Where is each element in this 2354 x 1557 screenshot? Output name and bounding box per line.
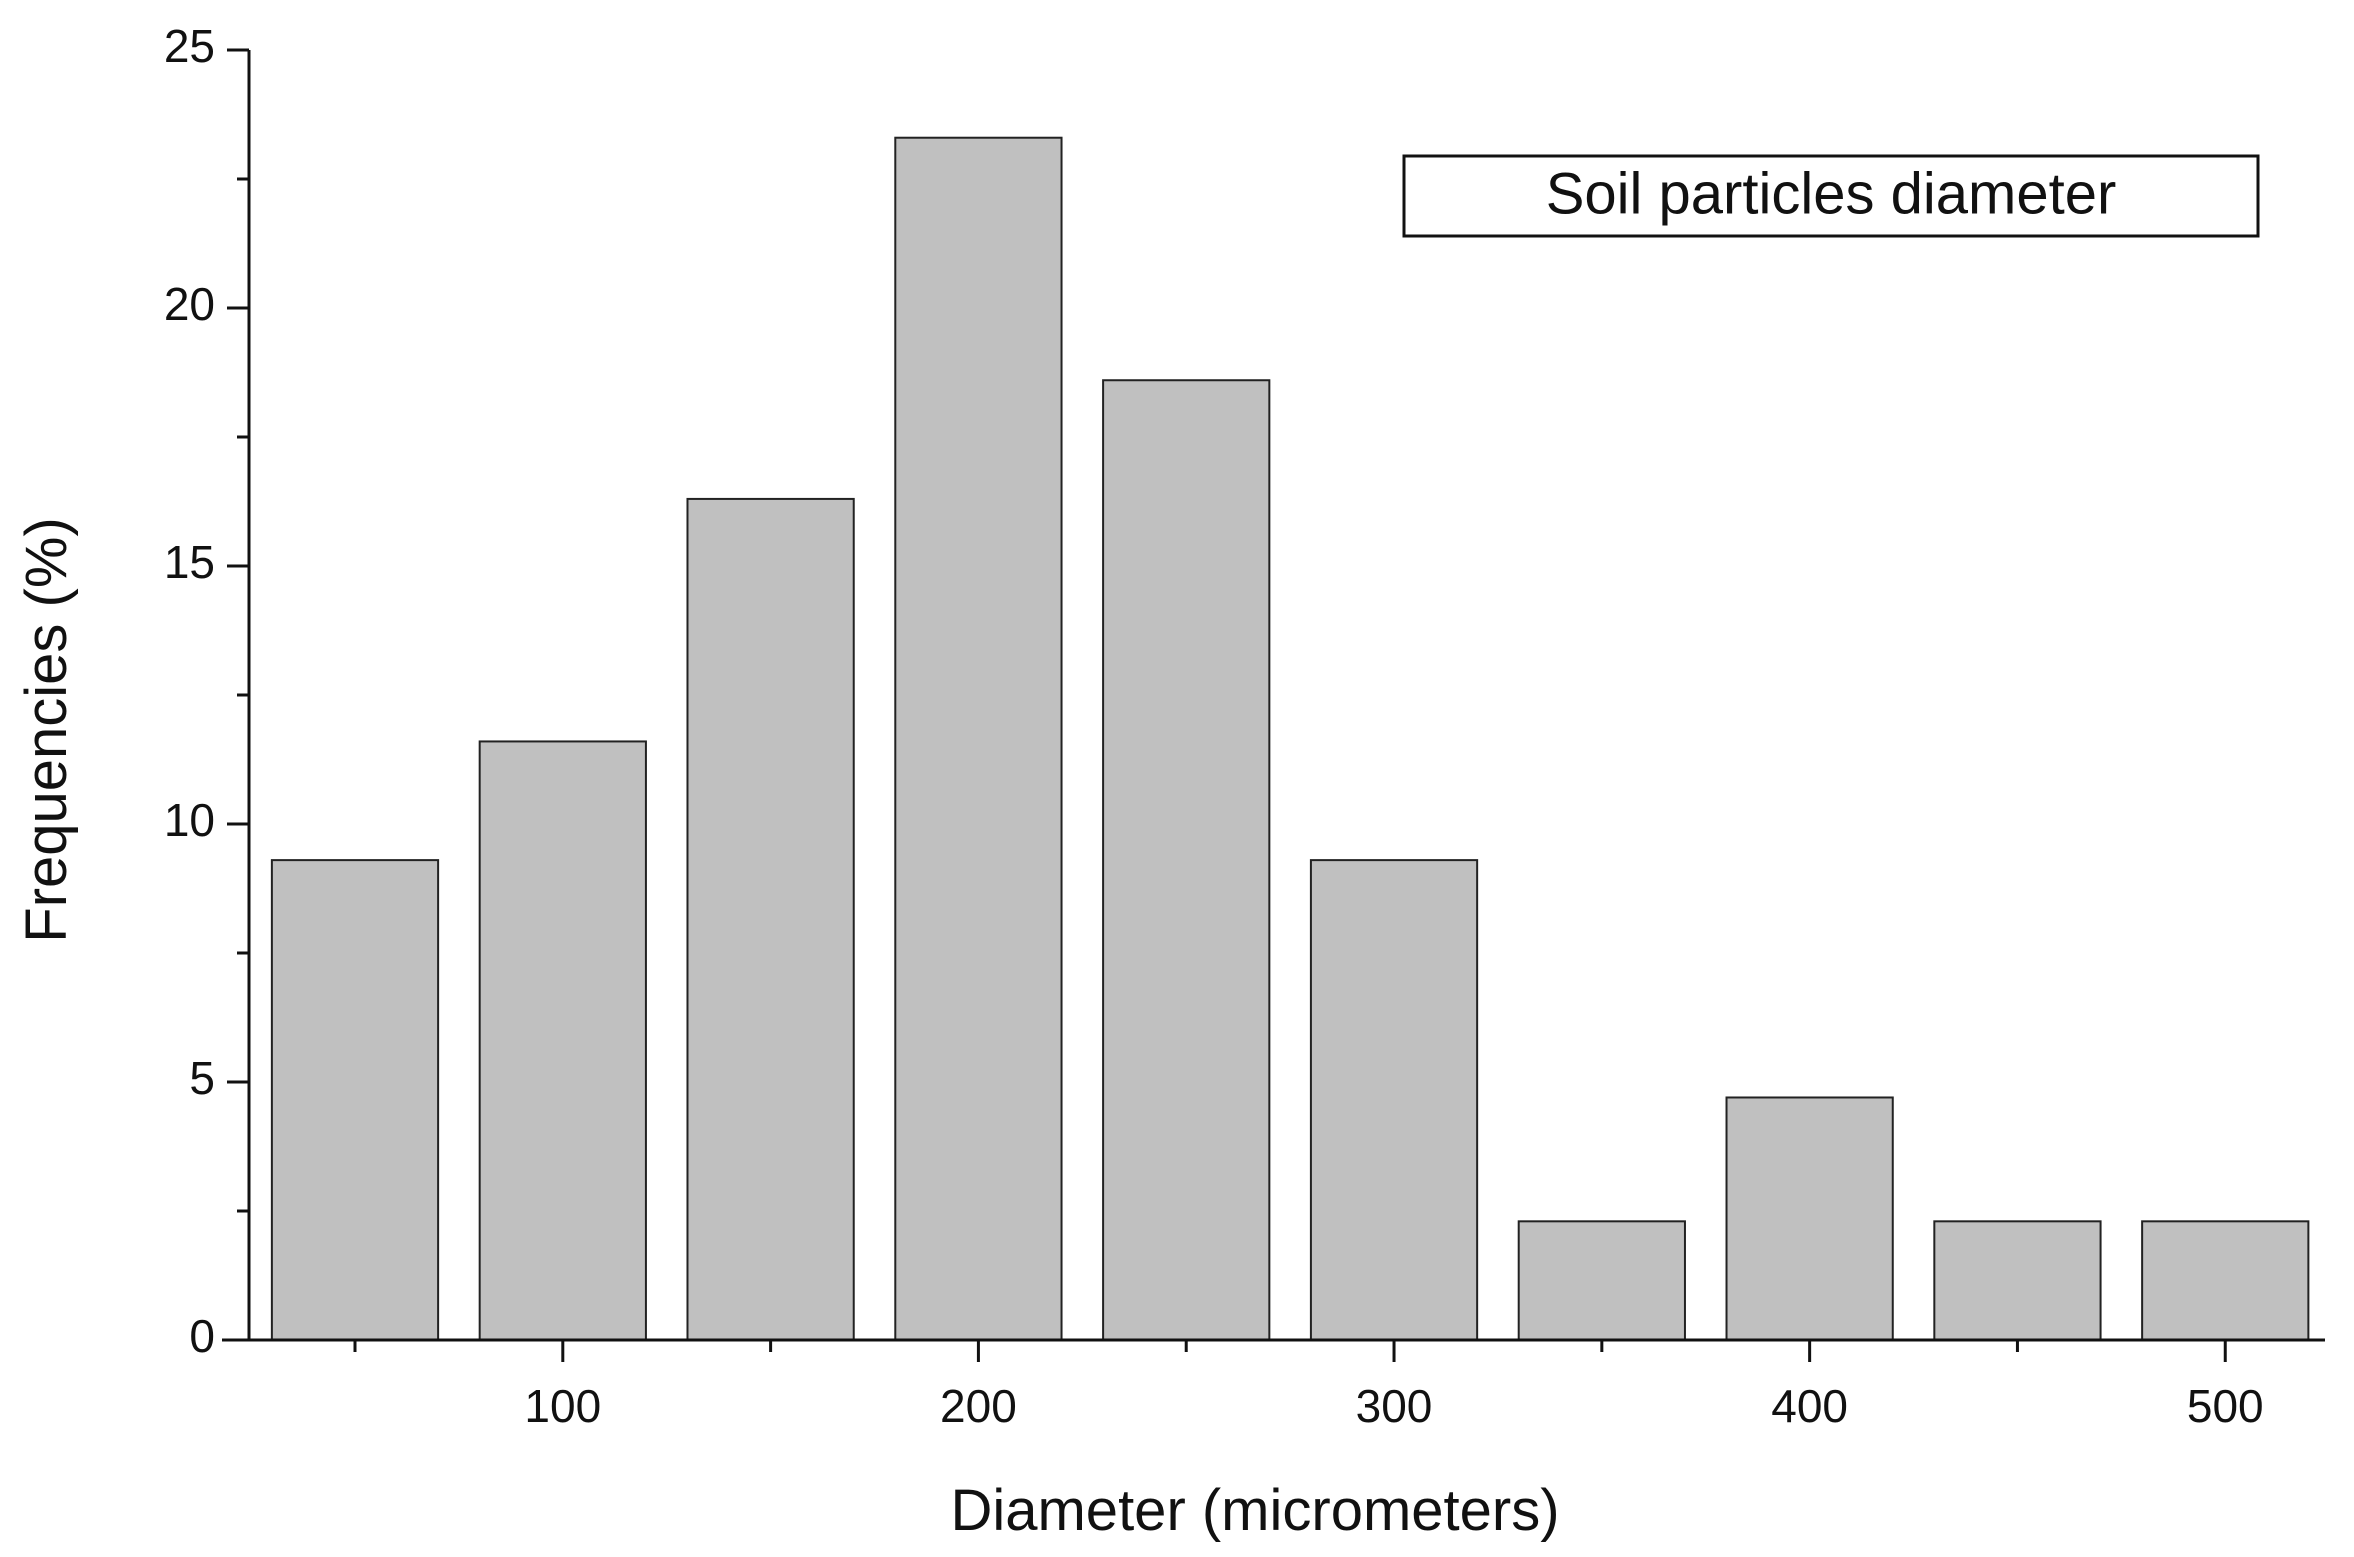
bar — [1517, 1220, 1686, 1341]
y-tick-label: 0 — [189, 1310, 215, 1362]
x-tick-label: 300 — [1356, 1380, 1433, 1432]
bar — [1725, 1096, 1894, 1341]
bar — [270, 859, 440, 1341]
y-tick-label: 5 — [189, 1052, 215, 1104]
y-tick-label: 20 — [164, 278, 215, 330]
y-tick-label: 15 — [164, 536, 215, 588]
y-tick-label: 10 — [164, 794, 215, 846]
bar — [478, 740, 647, 1341]
y-tick-label: 25 — [164, 20, 215, 72]
x-tick-label: 100 — [524, 1380, 601, 1432]
x-tick-label: 500 — [2187, 1380, 2264, 1432]
y-axis-label: Frequencies (%) — [14, 517, 79, 942]
bar — [1309, 859, 1479, 1341]
bar — [686, 497, 855, 1342]
x-tick-label: 400 — [1771, 1380, 1848, 1432]
x-axis-label: Diameter (micrometers) — [950, 1478, 1559, 1543]
legend-label: Soil particles diameter — [1546, 161, 2117, 226]
bar — [1933, 1220, 2102, 1341]
bar — [894, 136, 1063, 1342]
legend-box — [1402, 154, 2260, 238]
x-tick-label: 200 — [940, 1380, 1017, 1432]
bar — [2141, 1220, 2310, 1341]
bar — [1102, 379, 1271, 1341]
